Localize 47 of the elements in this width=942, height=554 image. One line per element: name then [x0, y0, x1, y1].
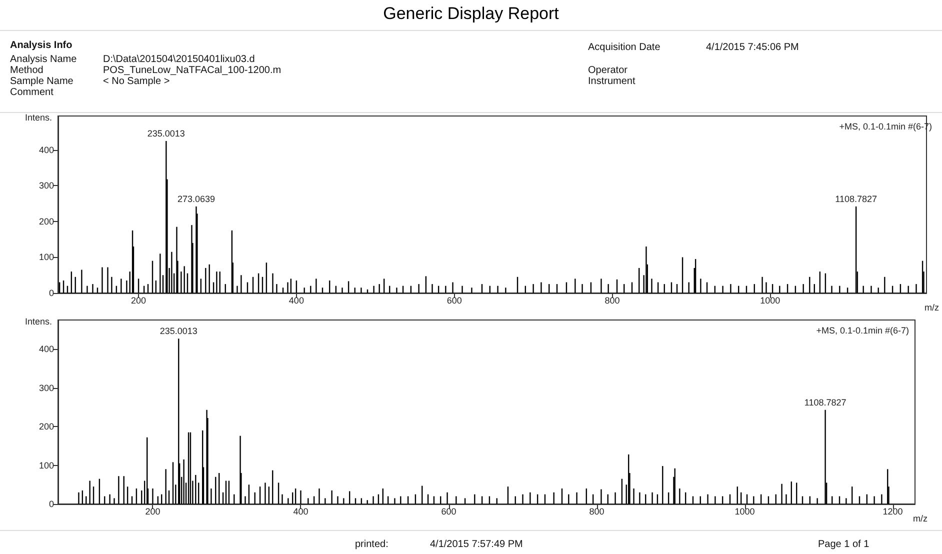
x-tick-label: 400 — [293, 506, 308, 516]
text: Instrument — [588, 76, 636, 87]
x-tick-label: 1200 — [882, 506, 903, 516]
text: Analysis Name — [10, 54, 77, 65]
text: Analysis Info — [10, 40, 72, 51]
x-tick-label: 200 — [131, 296, 146, 306]
y-tick-label: 400 — [38, 144, 54, 155]
text: Page 1 of 1 — [818, 539, 870, 550]
y-tick-label: 100 — [38, 460, 54, 470]
y-tick-label: 400 — [38, 344, 54, 354]
x-tick-label: 600 — [446, 296, 462, 306]
text: 4/1/2015 7:45:06 PM — [706, 42, 799, 53]
text: Generic Display Report — [382, 4, 560, 24]
y-tick-label: 200 — [38, 216, 54, 226]
annotation: 1108.7827 — [804, 397, 846, 408]
text: POS_TuneLow_NaTFACal_100-1200.m — [103, 65, 282, 76]
x-tick-label: 800 — [589, 506, 604, 516]
y-tick-label: 300 — [38, 180, 54, 191]
text: 4/1/2015 7:57:49 PM — [430, 539, 523, 550]
text: printed: — [355, 539, 388, 550]
y-tick-label: 100 — [38, 252, 54, 262]
x-tick-label: 200 — [145, 506, 160, 516]
text: Sample Name — [10, 76, 74, 87]
y-tick-label: 300 — [38, 382, 54, 393]
x-tick-label: 1000 — [734, 506, 755, 516]
y-tick-label: 0 — [48, 288, 54, 298]
x-tick-label: 600 — [441, 506, 456, 516]
text: D:\Data\201504\20150401lixu03.d — [103, 54, 255, 65]
x-tick-label: 400 — [288, 296, 304, 306]
text: Operator — [588, 65, 628, 76]
annotation: 273.0639 — [177, 194, 215, 204]
text: < No Sample > — [103, 76, 170, 87]
x-axis-title: m/z — [924, 302, 940, 312]
y-tick-label: 0 — [48, 499, 54, 509]
x-tick-label: 800 — [604, 296, 620, 306]
annotation: +MS, 0.1-0.1min #(6-7) — [816, 326, 910, 336]
x-tick-label: 1000 — [760, 296, 780, 306]
y-tick-label: 200 — [38, 422, 54, 432]
y-axis-title: Intens. — [24, 112, 52, 122]
annotation: 1108.7827 — [835, 194, 878, 204]
x-axis-title: m/z — [913, 514, 928, 524]
text: Acquisition Date — [588, 42, 660, 53]
annotation: 235.0013 — [160, 326, 198, 336]
text: Comment — [10, 87, 54, 98]
annotation: 235.0013 — [147, 128, 185, 139]
text: Method — [10, 65, 44, 76]
y-axis-title: Intens. — [24, 316, 52, 326]
